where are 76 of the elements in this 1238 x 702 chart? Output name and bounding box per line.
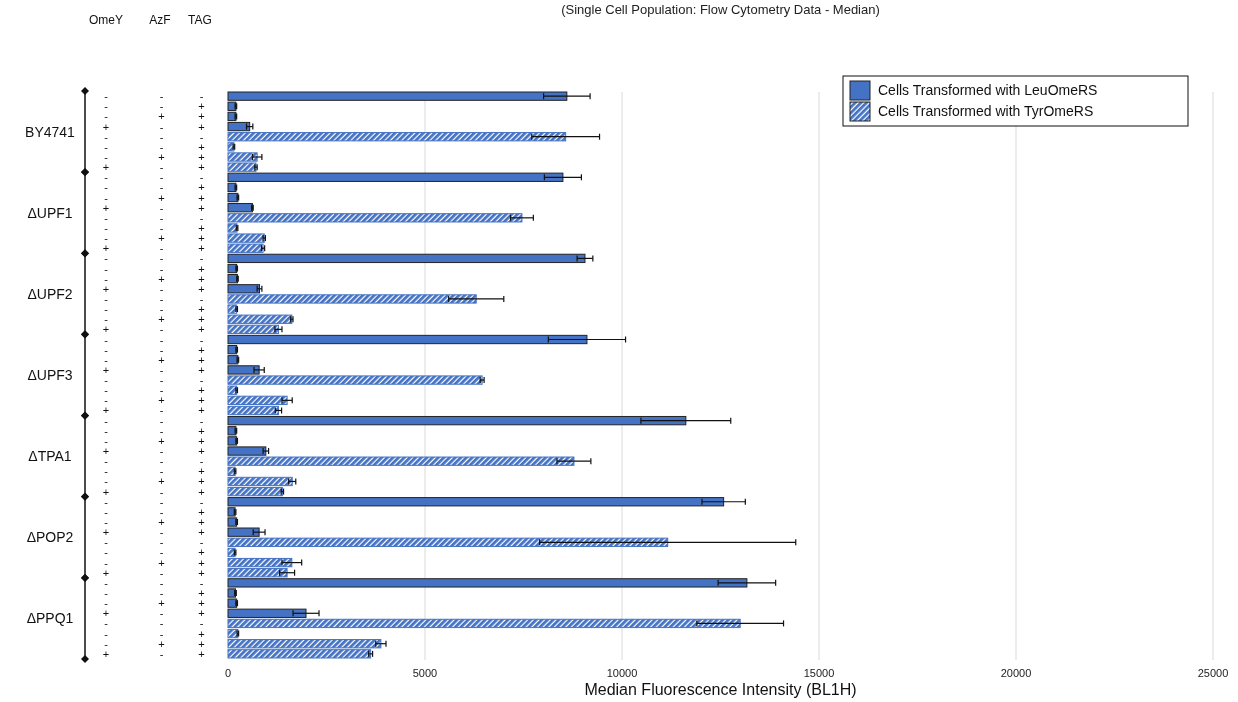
text: ΔUPF3 [27, 367, 73, 383]
category-label: - + + [104, 191, 205, 204]
category-label: - - + [104, 384, 205, 397]
category-label: - + + [104, 434, 205, 447]
x-axis-title: Median Fluorescence Intensity (BL1H) [584, 681, 857, 698]
category-label: - - - [104, 455, 204, 468]
x-tick-label: 10000 [606, 667, 638, 679]
category-label: + - + [102, 201, 205, 214]
category-label: + - + [102, 242, 205, 255]
category-label: - - + [104, 505, 205, 518]
category-label: - - - [104, 374, 204, 387]
category-label: + - + [102, 607, 205, 620]
category-label: - + + [104, 394, 205, 407]
category-label: - - + [104, 627, 205, 640]
category-label: + - + [102, 282, 205, 295]
category-label: - + + [104, 151, 205, 163]
category-label: - + + [104, 313, 205, 326]
category-label: - - + [104, 262, 205, 275]
category-label: - - - [104, 495, 204, 508]
category-label: - - + [104, 100, 205, 113]
x-tick-label: 20000 [1000, 667, 1032, 679]
category-label: - - - [104, 130, 204, 143]
legend-label: Cells Transformed with TyrOmeRS [878, 103, 1094, 119]
category-label: - + + [104, 637, 205, 650]
legend-label: Cells Transformed with LeuOmeRS [878, 82, 1098, 98]
text: ΔUPF1 [27, 204, 73, 221]
text: TAG [188, 13, 212, 27]
category-label: - - - [104, 536, 204, 549]
text: AzF [149, 13, 171, 27]
text: ΔPOP2 [26, 529, 74, 546]
category-label: - + + [104, 516, 205, 529]
x-tick-label: 15000 [803, 667, 835, 679]
category-label: - - - [104, 292, 204, 305]
category-label: - + + [104, 556, 205, 569]
category-label: - - + [104, 343, 205, 356]
category-label: - - + [104, 303, 205, 316]
category-label: - - + [104, 424, 205, 437]
category-label: - - - [104, 576, 204, 589]
category-label: - - - [104, 414, 204, 427]
category-label: - - - [104, 252, 204, 265]
text: ΔTPA1 [28, 448, 72, 465]
category-label: - + + [104, 597, 205, 610]
category-label: - - - [104, 617, 204, 630]
text: ΔUPF2 [27, 285, 73, 302]
x-tick-label: 0 [224, 667, 232, 679]
category-label: - - - [104, 333, 204, 346]
text: OmeY [88, 13, 124, 27]
category-label: + - + [102, 485, 205, 498]
category-label: - + + [104, 272, 205, 285]
category-label: - - + [104, 465, 205, 478]
category-label: - - - [104, 211, 204, 224]
category-label: - - + [104, 140, 205, 153]
category-label: + - + [102, 526, 205, 539]
category-label: + - + [102, 445, 205, 458]
category-label: + - + [102, 363, 205, 376]
category-label: - - + [104, 181, 205, 194]
category-label: + - + [102, 566, 205, 579]
text: ΔPPQ1 [26, 610, 74, 627]
x-tick-label: 25000 [1197, 667, 1229, 679]
chart-title: (Single Cell Population: Flow Cytometry Data - Median) [561, 2, 880, 17]
category-label: + - + [102, 323, 205, 336]
category-label: - + + [104, 110, 205, 123]
category-label: - + + [104, 475, 205, 488]
x-tick-label: 5000 [412, 667, 438, 679]
category-label: - - - [104, 90, 204, 103]
category-label: + - + [102, 404, 205, 417]
category-label: - + + [104, 353, 205, 366]
category-label: + - + [102, 647, 205, 660]
text: BY4741 [25, 123, 76, 140]
category-label: - - + [104, 587, 205, 599]
category-label: - - + [104, 546, 205, 559]
category-label: + - + [102, 161, 205, 174]
category-label: + - + [102, 120, 205, 133]
category-label: - - + [104, 221, 205, 234]
category-label: - + + [104, 232, 205, 245]
category-label: - - - [104, 171, 204, 184]
